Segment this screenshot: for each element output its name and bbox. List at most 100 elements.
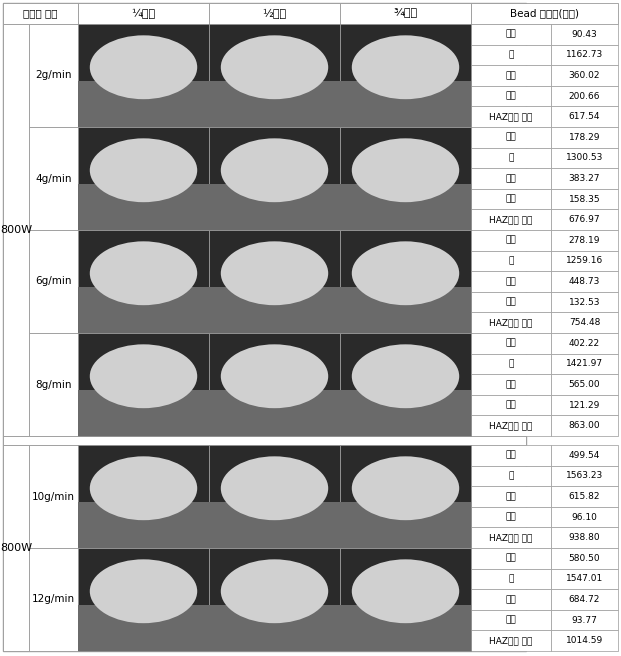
Text: 360.02: 360.02 [569, 71, 601, 80]
Text: HAZ포함 높이: HAZ포함 높이 [489, 215, 533, 224]
Bar [340, 605, 471, 651]
Bar [3, 445, 29, 651]
Bar [471, 209, 551, 230]
Text: 1014.59: 1014.59 [566, 636, 603, 646]
Bar [471, 65, 551, 86]
Text: 두께: 두께 [505, 380, 517, 389]
Text: 615.82: 615.82 [569, 492, 601, 501]
Text: ¼지점: ¼지점 [132, 9, 156, 18]
Bar [551, 45, 618, 65]
Text: 폭: 폭 [509, 359, 514, 369]
Ellipse shape [351, 35, 459, 99]
Ellipse shape [90, 35, 197, 99]
Bar [209, 24, 340, 127]
Ellipse shape [90, 457, 197, 520]
Bar [29, 127, 78, 230]
Text: 8g/min: 8g/min [35, 380, 72, 390]
Bar [471, 589, 551, 610]
Bar [78, 548, 209, 651]
Ellipse shape [221, 344, 329, 408]
Ellipse shape [221, 457, 329, 520]
Bar [551, 24, 618, 45]
Bar [209, 390, 340, 436]
Bar [471, 445, 551, 466]
Text: ½지점: ½지점 [263, 9, 286, 18]
Bar [471, 127, 551, 148]
Bar [209, 287, 340, 333]
Bar [551, 148, 618, 168]
Bar [551, 106, 618, 127]
Bar [340, 548, 471, 651]
Text: 높이: 높이 [505, 451, 517, 460]
Bar [78, 184, 209, 230]
Bar [29, 333, 78, 436]
Text: 448.73: 448.73 [569, 277, 600, 286]
Bar [29, 230, 78, 333]
Text: 폭: 폭 [509, 575, 514, 583]
Bar [78, 333, 209, 436]
Bar [209, 3, 340, 24]
Text: 1421.97: 1421.97 [566, 359, 603, 369]
Bar [551, 466, 618, 486]
Bar [471, 610, 551, 630]
Bar [551, 374, 618, 395]
Bar [471, 45, 551, 65]
Text: 깊이: 깊이 [505, 195, 517, 203]
Text: 12g/min: 12g/min [32, 594, 75, 604]
Ellipse shape [351, 241, 459, 305]
Bar [551, 209, 618, 230]
Text: 깊이: 깊이 [505, 92, 517, 100]
Bar [471, 189, 551, 209]
Ellipse shape [221, 35, 329, 99]
Bar [78, 3, 209, 24]
Text: 580.50: 580.50 [569, 554, 601, 563]
Bar [340, 502, 471, 548]
Bar [209, 548, 340, 651]
Text: 깊이: 깊이 [505, 298, 517, 306]
Text: 121.29: 121.29 [569, 401, 600, 409]
Ellipse shape [221, 138, 329, 202]
Bar [471, 374, 551, 395]
Bar [551, 548, 618, 569]
Text: Bead 형상값(평균): Bead 형상값(평균) [510, 9, 579, 18]
Bar [3, 24, 29, 436]
Text: 178.29: 178.29 [569, 133, 601, 142]
Bar [551, 333, 618, 354]
Text: 높이: 높이 [505, 133, 517, 142]
Text: 800W: 800W [0, 225, 32, 235]
Text: 깊이: 깊이 [505, 401, 517, 409]
Bar [551, 312, 618, 333]
Bar [78, 24, 209, 127]
Text: 1162.73: 1162.73 [566, 51, 603, 60]
Ellipse shape [90, 241, 197, 305]
Text: 158.35: 158.35 [569, 195, 601, 203]
Text: 754.48: 754.48 [569, 318, 600, 327]
Bar [340, 333, 471, 436]
Text: HAZ포함 높이: HAZ포함 높이 [489, 533, 533, 543]
Text: 132.53: 132.53 [569, 298, 601, 306]
Text: 폭: 폭 [509, 51, 514, 60]
Text: 높이: 높이 [505, 338, 517, 348]
Text: 565.00: 565.00 [569, 380, 601, 389]
Bar [209, 127, 340, 230]
Text: 깊이: 깊이 [505, 512, 517, 522]
Bar [471, 548, 551, 569]
Bar [340, 184, 471, 230]
Bar [340, 445, 471, 548]
Text: 383.27: 383.27 [569, 174, 601, 183]
Text: 200.66: 200.66 [569, 92, 601, 100]
Text: 폭: 폭 [509, 472, 514, 480]
Text: 폭: 폭 [509, 256, 514, 266]
Text: 1259.16: 1259.16 [566, 256, 603, 266]
Bar [78, 287, 209, 333]
Bar [471, 569, 551, 589]
Bar [340, 127, 471, 230]
Ellipse shape [351, 138, 459, 202]
Bar [551, 486, 618, 507]
Bar [551, 271, 618, 292]
Bar [209, 81, 340, 127]
Bar [551, 251, 618, 271]
Text: 10g/min: 10g/min [32, 491, 75, 501]
Bar [471, 354, 551, 374]
Bar [78, 605, 209, 651]
